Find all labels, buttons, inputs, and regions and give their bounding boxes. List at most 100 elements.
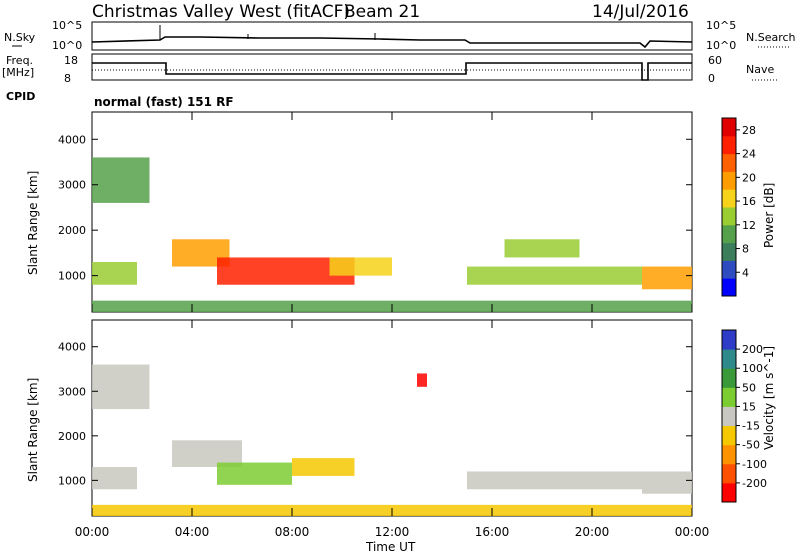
colorbar-tick-label: 100	[742, 362, 763, 375]
freq-panel	[91, 53, 693, 81]
time-axis-title: Time UT	[365, 540, 416, 554]
cpid-label: CPID	[6, 90, 35, 103]
power-colorbar-label: Power [dB]	[762, 183, 776, 248]
colorbar-segment	[722, 330, 736, 350]
figure-title: Christmas Valley West (fitACF)	[92, 2, 350, 22]
velocity-x-axis	[91, 320, 693, 516]
velocity-colorbar: 200 100 50 15 -15 -50 -100 -200	[721, 329, 767, 503]
nave-label: Nave	[746, 63, 774, 76]
colorbar-segment	[722, 482, 736, 503]
x-tick-label: 00:00	[675, 525, 710, 539]
colorbar-segment	[722, 406, 736, 427]
colorbar-segment	[722, 153, 736, 172]
colorbar-segment	[722, 224, 736, 244]
colorbar-segment	[722, 118, 736, 137]
y-tick-label: 4000	[58, 133, 86, 146]
y-tick-label: 1000	[58, 474, 86, 487]
colorbar-tick-label: 8	[742, 243, 749, 256]
y-tick-label: 3000	[58, 179, 86, 192]
colorbar-tick-label: 20	[742, 171, 756, 184]
power-panel: 1000 2000 3000 4000 Slant Range [km]	[26, 111, 693, 313]
x-tick-label: 12:00	[375, 525, 410, 539]
colorbar-frame	[721, 329, 737, 503]
colorbar-segment	[722, 135, 736, 155]
nsky-trace	[91, 36, 693, 49]
colorbar-tick-label: 24	[742, 148, 756, 161]
colorbar-segment	[722, 349, 736, 369]
nsky-label: N.Sky	[4, 31, 36, 44]
colorbar-segment	[722, 387, 736, 407]
heatmap-cell	[92, 467, 137, 490]
nsearch-tick-bottom: 10^0	[706, 39, 736, 52]
x-tick-label: 08:00	[275, 525, 310, 539]
velocity-y-axis: 1000 2000 3000 4000	[58, 341, 692, 487]
colorbar-tick-label: -15	[742, 420, 760, 433]
nsky-tick-bottom: 10^0	[52, 39, 82, 52]
heatmap-cell	[467, 471, 642, 490]
power-x-axis	[91, 112, 693, 312]
power-y-axis: 1000 2000 3000 4000	[58, 133, 692, 283]
date-label: 14/Jul/2016	[592, 2, 689, 22]
y-tick-label: 1000	[58, 270, 86, 283]
colorbar-tick-label: -100	[742, 458, 767, 471]
heatmap-cell	[92, 262, 137, 285]
nave-tick-top: 60	[708, 54, 722, 67]
colorbar-tick-label: 15	[742, 400, 756, 413]
freq-tick-top: 18	[64, 54, 78, 67]
colorbar-tick-label: 50	[742, 381, 756, 394]
colorbar-segment	[722, 444, 736, 465]
colorbar-tick-label: -50	[742, 439, 760, 452]
nsearch-tick-top: 10^5	[706, 19, 736, 32]
colorbar-segment	[722, 189, 736, 208]
heatmap-cell	[467, 266, 642, 285]
colorbar-tick-label: 12	[742, 219, 756, 232]
colorbar-segment	[722, 171, 736, 190]
cpid-value: normal (fast) 151 RF	[94, 95, 234, 109]
x-tick-label: 20:00	[575, 525, 610, 539]
colorbar-segment	[722, 463, 736, 484]
colorbar-segment	[722, 242, 736, 261]
heatmap-cell	[504, 239, 580, 258]
colorbar-tick-label: 4	[742, 266, 749, 279]
colorbar-tick-label: 28	[742, 124, 756, 137]
freq-unit-label: [MHz]	[2, 66, 34, 79]
x-tick-label: 04:00	[175, 525, 210, 539]
velocity-panel: 1000 2000 3000 4000 Slant Range [km]	[26, 319, 693, 517]
heatmap-cell	[642, 471, 692, 494]
beam-label: Beam 21	[344, 2, 420, 22]
velocity-ylabel: Slant Range [km]	[26, 378, 40, 482]
heatmap-cell	[92, 364, 150, 410]
colorbar-tick-label: 200	[742, 343, 763, 356]
x-tick-label: 16:00	[475, 525, 510, 539]
velocity-colorbar-label: Velocity [m s^-1]	[762, 346, 776, 450]
nsky-tick-top: 10^5	[52, 19, 82, 32]
power-colorbar: 4 8 12 16 20 24 28	[721, 117, 756, 297]
nsearch-label: N.Search	[746, 31, 796, 44]
nave-tick-bottom: 0	[708, 72, 715, 85]
freq-label: Freq.	[6, 54, 33, 67]
x-tick-label: 00:00	[75, 525, 110, 539]
time-axis-labels: 00:00 04:00 08:00 12:00 16:00 20:00 00:00	[75, 525, 710, 539]
colorbar-tick-label: -200	[742, 477, 767, 490]
y-tick-label: 2000	[58, 430, 86, 443]
power-ylabel: Slant Range [km]	[26, 171, 40, 275]
heatmap-cell	[417, 373, 427, 387]
heatmap-cell	[217, 462, 292, 485]
colorbar-segment	[722, 278, 736, 297]
heatmap-cell	[92, 157, 150, 203]
nsky-panel	[91, 21, 693, 51]
colorbar-segment	[722, 260, 736, 279]
freq-trace	[92, 62, 692, 81]
heatmap-cell	[329, 257, 392, 276]
y-tick-label: 3000	[58, 385, 86, 398]
y-tick-label: 4000	[58, 341, 86, 354]
heatmap-cell	[642, 266, 692, 290]
colorbar-frame	[721, 117, 737, 297]
y-tick-label: 2000	[58, 224, 86, 237]
colorbar-segment	[722, 425, 736, 446]
freq-tick-bottom: 8	[64, 72, 71, 85]
colorbar-segment	[722, 207, 736, 226]
colorbar-segment	[722, 368, 736, 388]
colorbar-tick-label: 16	[742, 195, 756, 208]
